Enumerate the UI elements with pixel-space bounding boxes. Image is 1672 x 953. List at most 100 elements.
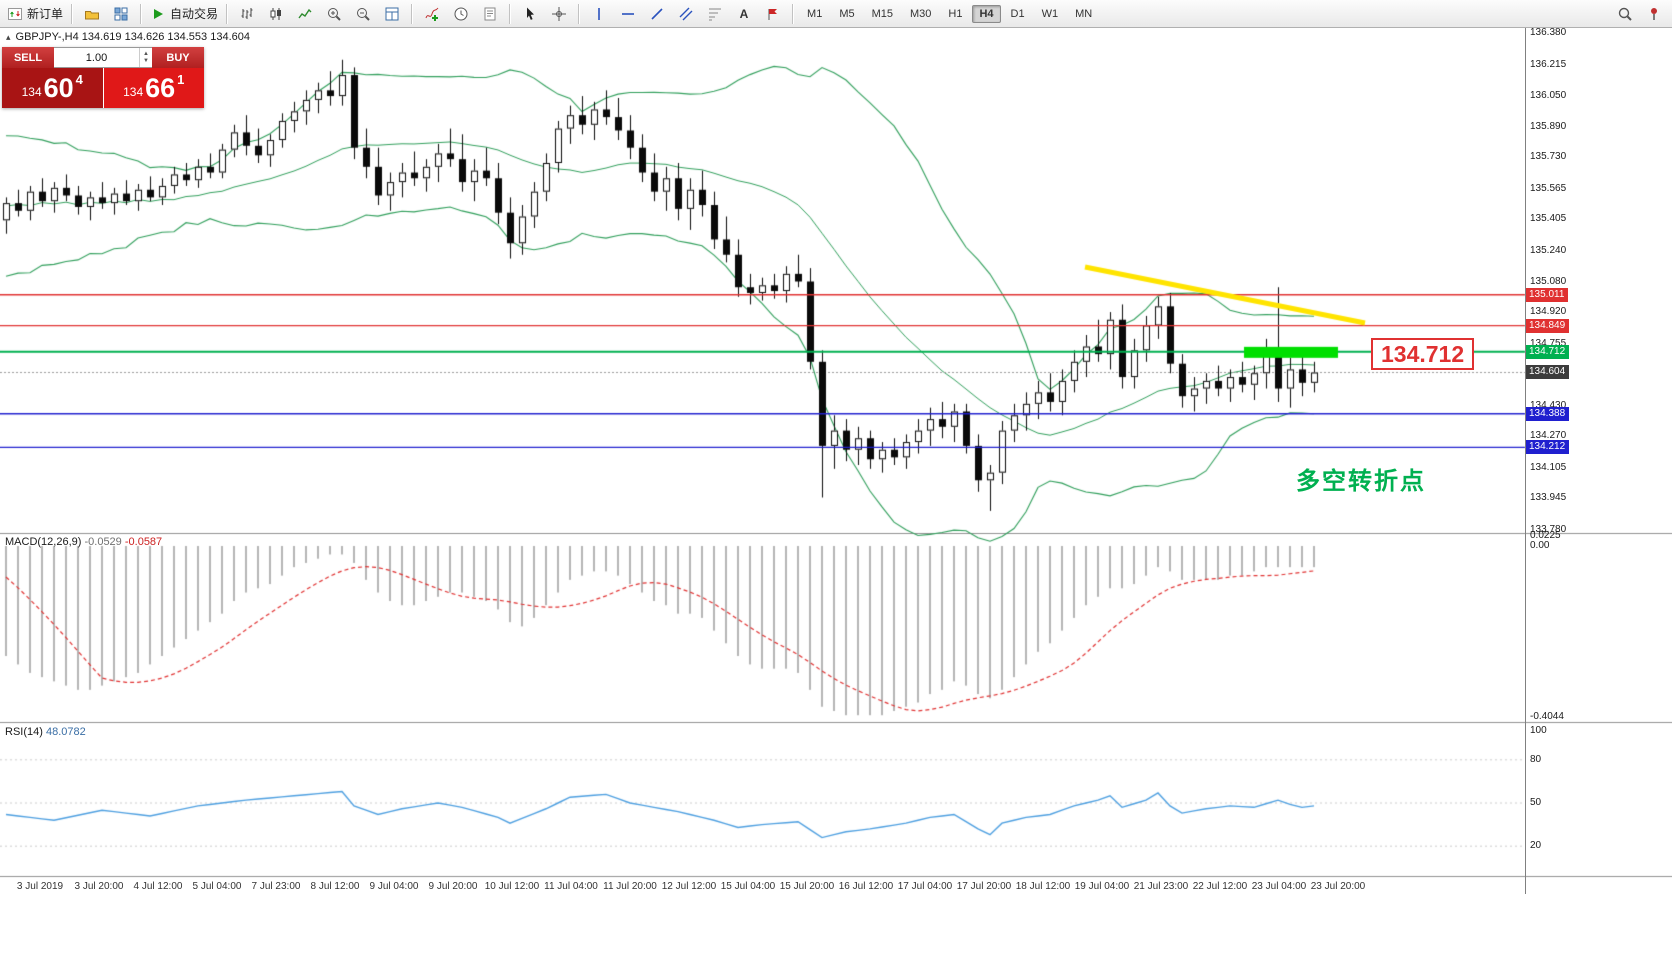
volume-input[interactable]	[54, 48, 139, 67]
pin-button[interactable]	[1640, 2, 1668, 26]
fibonacci-button[interactable]	[701, 2, 729, 26]
zoom-group	[320, 2, 406, 26]
timeframe-m30-button[interactable]: M30	[910, 7, 932, 20]
price-tick: 134.920	[1530, 306, 1567, 318]
auto-trading-label: 自动交易	[170, 7, 219, 21]
price-tick: 134.430	[1530, 399, 1567, 411]
chart-canvas[interactable]	[0, 28, 1672, 953]
arrow-label-button[interactable]	[759, 2, 787, 26]
time-label: 23 Jul 20:00	[1310, 881, 1366, 892]
time-label: 3 Jul 20:00	[74, 881, 124, 892]
rsi-scale-tick: 80	[1530, 753, 1542, 765]
charts-grid-button[interactable]	[107, 2, 135, 26]
volume-down-button[interactable]: ▼	[143, 57, 149, 64]
price-level-tag: 134.212	[1526, 440, 1570, 455]
rsi-scale-tick: 50	[1530, 797, 1542, 808]
time-label: 5 Jul 04:00	[192, 881, 242, 892]
text-button[interactable]: A	[730, 2, 758, 26]
toolbar-separator	[509, 3, 512, 24]
time-label: 3 Jul 2019	[16, 881, 64, 892]
timeframe-w1-button[interactable]: W1	[1041, 7, 1059, 20]
collapse-arrow-icon[interactable]: ▴	[6, 31, 11, 42]
toolbar-separator	[71, 3, 74, 24]
time-label: 7 Jul 23:00	[251, 881, 301, 892]
zoom-out-icon	[355, 6, 371, 22]
chart-window: ▴ GBPJPY-,H4 134.619 134.626 134.553 134…	[0, 27, 1672, 953]
search-button[interactable]	[1611, 2, 1639, 26]
chart-tools-group	[418, 2, 504, 26]
profiles-icon	[84, 6, 100, 22]
macd-name: MACD(12,26,9)	[5, 536, 82, 548]
time-label: 9 Jul 20:00	[428, 881, 478, 892]
time-axis[interactable]: 3 Jul 2019 3 Jul 20:00 4 Jul 12:00 5 Jul 04…	[0, 878, 1672, 898]
time-label: 17 Jul 04:00	[897, 881, 953, 892]
buy-price-pip: 1	[177, 72, 185, 87]
buy-button[interactable]: BUY	[152, 47, 204, 68]
periods-icon	[453, 6, 469, 22]
bar-chart-button[interactable]	[233, 2, 261, 26]
time-label: 22 Jul 12:00	[1192, 881, 1248, 892]
price-tick: 135.080	[1530, 275, 1567, 287]
rsi-name: RSI(14)	[5, 726, 43, 738]
buy-price-button[interactable]: 134 66 1	[103, 68, 204, 108]
one-click-trading-panel: SELL ▲ ▼ BUY 134 60 4 134	[2, 47, 204, 108]
horizontal-line-icon	[620, 6, 636, 22]
auto-trading-button[interactable]: 自动交易	[147, 2, 221, 26]
volume-up-button[interactable]: ▲	[143, 50, 149, 57]
templates-button[interactable]	[476, 2, 504, 26]
price-tick: 135.240	[1530, 244, 1567, 256]
vertical-line-button[interactable]	[585, 2, 613, 26]
indicators-icon	[424, 6, 440, 21]
price-axis[interactable]: 136.380 136.215 136.050 135.890 135.730 135.5…	[1525, 27, 1672, 894]
line-chart-button[interactable]	[291, 2, 319, 26]
draw-tools-group: A	[585, 2, 787, 26]
price-tick: 135.890	[1530, 120, 1567, 132]
sell-button[interactable]: SELL	[2, 47, 54, 68]
zoom-in-button[interactable]	[320, 2, 348, 26]
buy-price-prefix: 134	[123, 85, 144, 99]
rsi-scale-tick: 100	[1530, 725, 1547, 736]
new-order-label: 新订单	[27, 7, 64, 21]
zoom-out-button[interactable]	[349, 2, 377, 26]
macd-label: MACD(12,26,9) -0.0529 -0.0587	[5, 536, 162, 548]
candle-chart-button[interactable]	[262, 2, 290, 26]
timeframe-h1-button[interactable]: H1	[948, 7, 963, 20]
time-label: 21 Jul 23:00	[1133, 881, 1189, 892]
profiles-button[interactable]	[78, 2, 106, 26]
time-label: 11 Jul 04:00	[544, 881, 598, 892]
autotrade-play-icon	[154, 8, 164, 19]
charts-grid-icon	[113, 6, 129, 22]
sell-price-main: 60	[43, 73, 74, 103]
toolbar-separator	[140, 3, 143, 24]
cursor-button[interactable]	[516, 2, 544, 26]
timeframe-m5-button[interactable]: M5	[839, 7, 855, 20]
trendline-button[interactable]	[643, 2, 671, 26]
tile-windows-button[interactable]	[378, 2, 406, 26]
sell-price-button[interactable]: 134 60 4	[2, 68, 103, 108]
timeframe-m15-button[interactable]: M15	[871, 7, 893, 20]
time-label: 19 Jul 04:00	[1074, 881, 1130, 892]
time-label: 9 Jul 04:00	[369, 881, 419, 892]
price-tick: 136.380	[1530, 27, 1567, 38]
channel-button[interactable]	[672, 2, 700, 26]
new-order-button[interactable]: 新订单	[4, 2, 66, 26]
periods-button[interactable]	[447, 2, 475, 26]
timeframe-mn-button[interactable]: MN	[1075, 7, 1093, 20]
timeframe-d1-button[interactable]: D1	[1010, 7, 1025, 20]
bar-chart-icon	[239, 6, 255, 22]
price-tick: 134.755	[1530, 337, 1567, 349]
vertical-line-icon	[591, 6, 607, 22]
price-level-tag: 134.388	[1526, 406, 1570, 421]
time-label: 15 Jul 20:00	[779, 881, 835, 892]
time-label: 4 Jul 12:00	[133, 881, 183, 892]
timeframe-m1-button[interactable]: M1	[807, 7, 823, 20]
time-label: 11 Jul 20:00	[603, 881, 657, 892]
horizontal-line-button[interactable]	[614, 2, 642, 26]
timeframe-h4-button[interactable]: H4	[972, 4, 1001, 23]
crosshair-button[interactable]	[545, 2, 573, 26]
price-tick: 133.945	[1530, 492, 1567, 504]
indicators-button[interactable]	[418, 2, 446, 26]
crosshair-icon	[552, 6, 567, 21]
volume-field[interactable]: ▲ ▼	[54, 47, 152, 68]
price-level-tag: 134.712	[1526, 344, 1570, 359]
